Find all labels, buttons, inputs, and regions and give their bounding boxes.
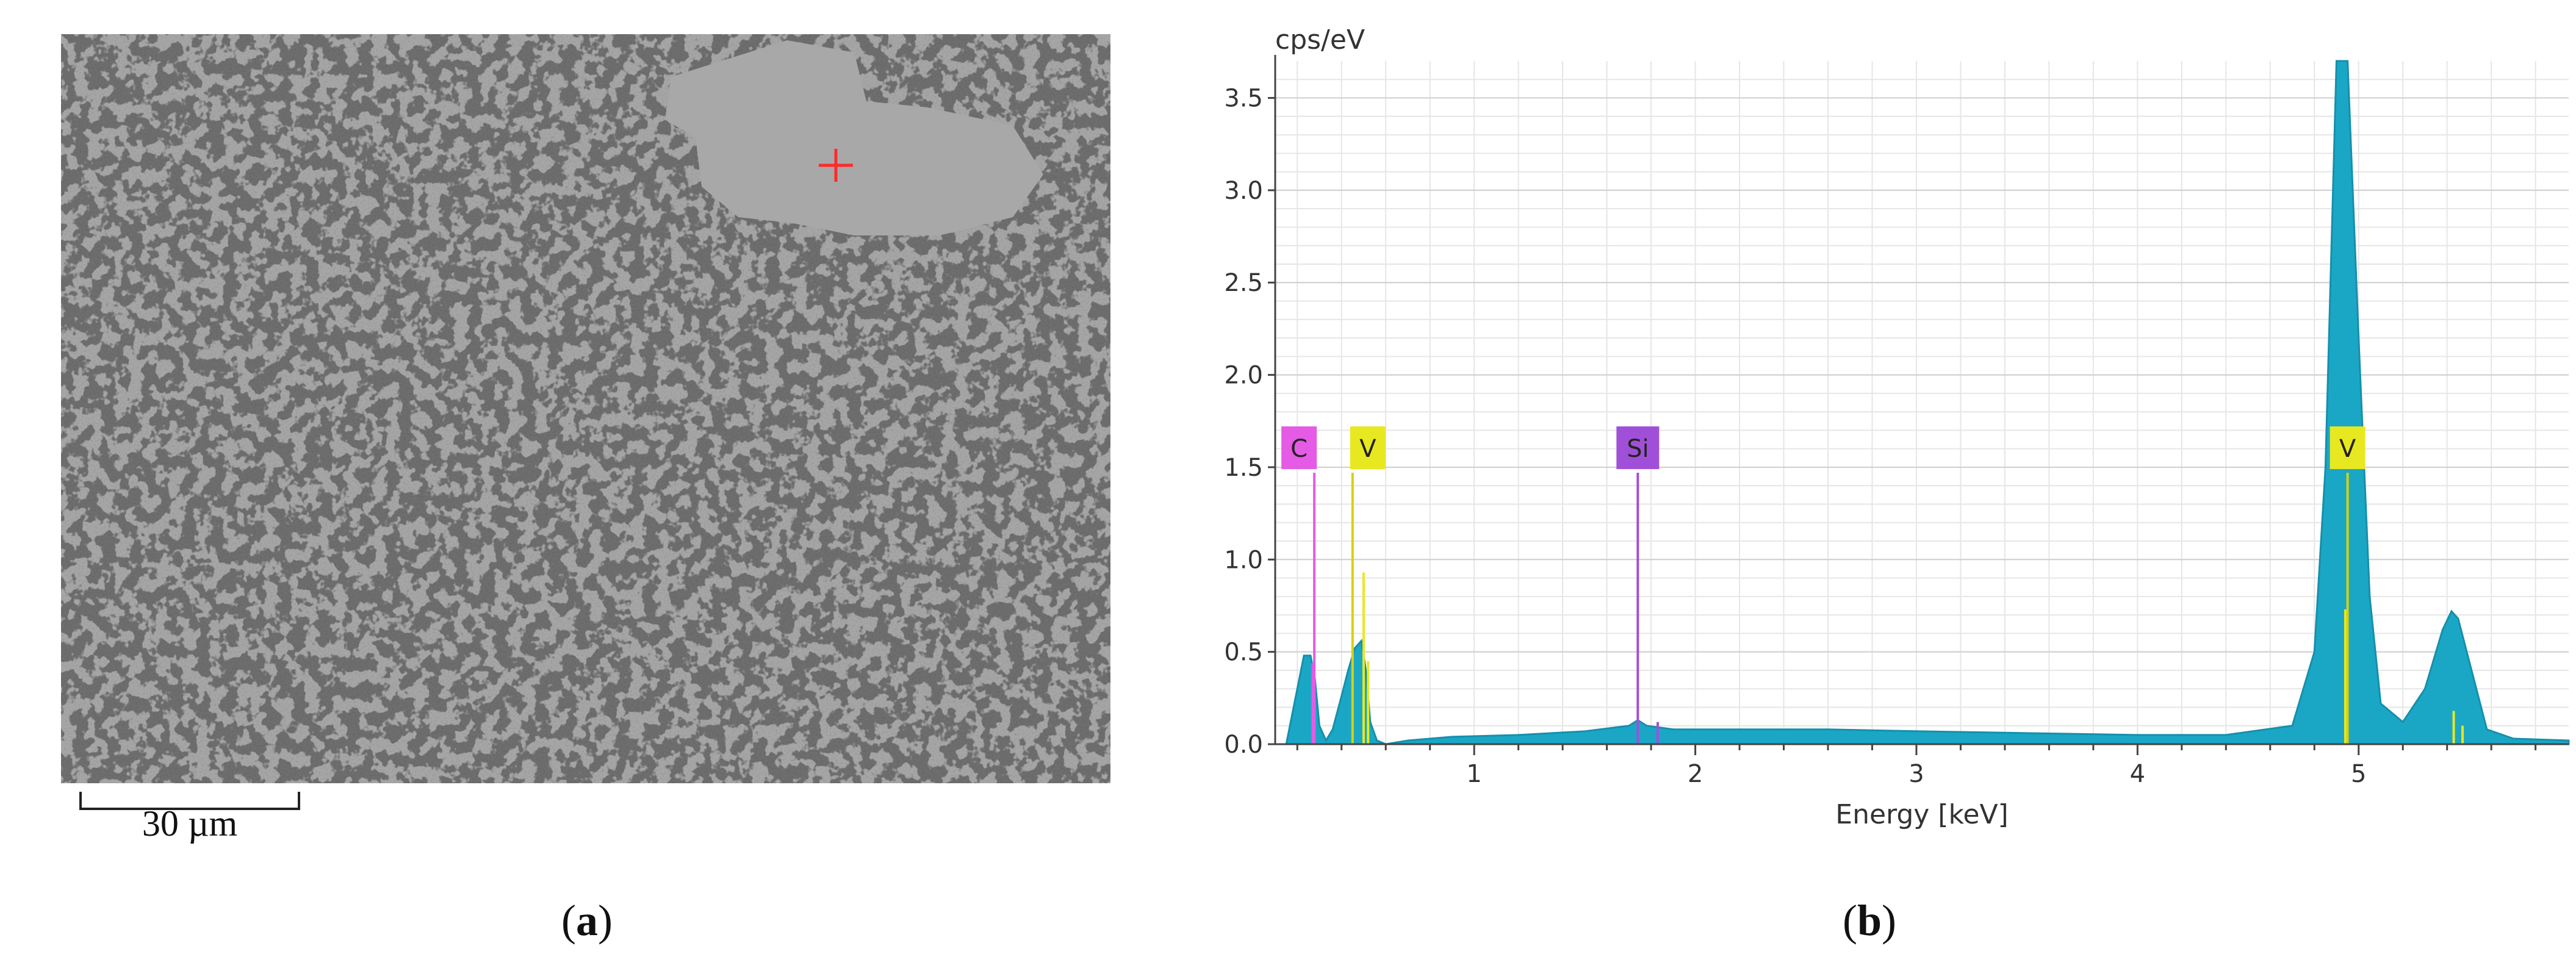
x-tick-label: 4 [2130,760,2145,788]
caption-a-letter: a [575,896,598,945]
caption-a: (a) [561,896,613,945]
scale-bar-label: 30 µm [142,803,238,844]
spectrum-series [1285,60,2570,745]
element-label: V [2339,435,2356,463]
large-light-grain [665,40,1043,235]
x-tick-label: 1 [1466,760,1481,788]
element-marker-v: V [1350,426,1386,744]
y-tick-label: 3.5 [1224,85,1263,113]
x-tick-label: 3 [1909,760,1924,788]
caption-b: (b) [1843,896,1897,945]
element-label-box [1616,426,1660,470]
y-tick-label: 0.0 [1224,731,1263,759]
element-label: Si [1627,435,1649,463]
y-tick-label: 1.5 [1224,454,1263,482]
y-tick-label: 2.0 [1224,362,1263,390]
axes [1274,55,2569,745]
y-tick-label: 0.5 [1224,639,1263,667]
element-label: V [1359,435,1376,463]
element-marker-v: V [2330,426,2366,744]
x-tick-label: 2 [1688,760,1703,788]
spectrum-area [1285,60,2570,745]
eds-spectrum-chart: C V Si V 0.0 0.5 1.0 1.5 2.0 2.5 3.0 3.5 1 2 3 4 5 cps/… [1224,24,2570,830]
x-tick-label: 5 [2351,760,2366,788]
caption-b-letter: b [1857,896,1882,945]
element-label-box [2330,426,2366,470]
element-label-box [1350,426,1386,470]
panel-a: 30 µm (a) [0,0,1159,965]
y-axis-label: cps/eV [1275,24,1365,56]
sem-micrograph [61,34,1110,783]
y-tick-label: 2.5 [1224,269,1263,297]
element-marker-si: Si [1616,426,1660,744]
y-tick-label: 3.0 [1224,177,1263,205]
x-axis-label: Energy [keV] [1835,799,2008,830]
crosshair-marker [819,149,853,182]
tick-labels: 0.0 0.5 1.0 1.5 2.0 2.5 3.0 3.5 1 2 3 4 5 [1224,85,2537,788]
scale-bar [79,792,300,810]
element-label-box [1281,426,1317,470]
y-tick-label: 1.0 [1224,546,1263,574]
element-markers: C V Si V [1281,426,2464,744]
element-label: C [1290,435,1308,463]
element-marker-c: C [1281,426,1317,744]
